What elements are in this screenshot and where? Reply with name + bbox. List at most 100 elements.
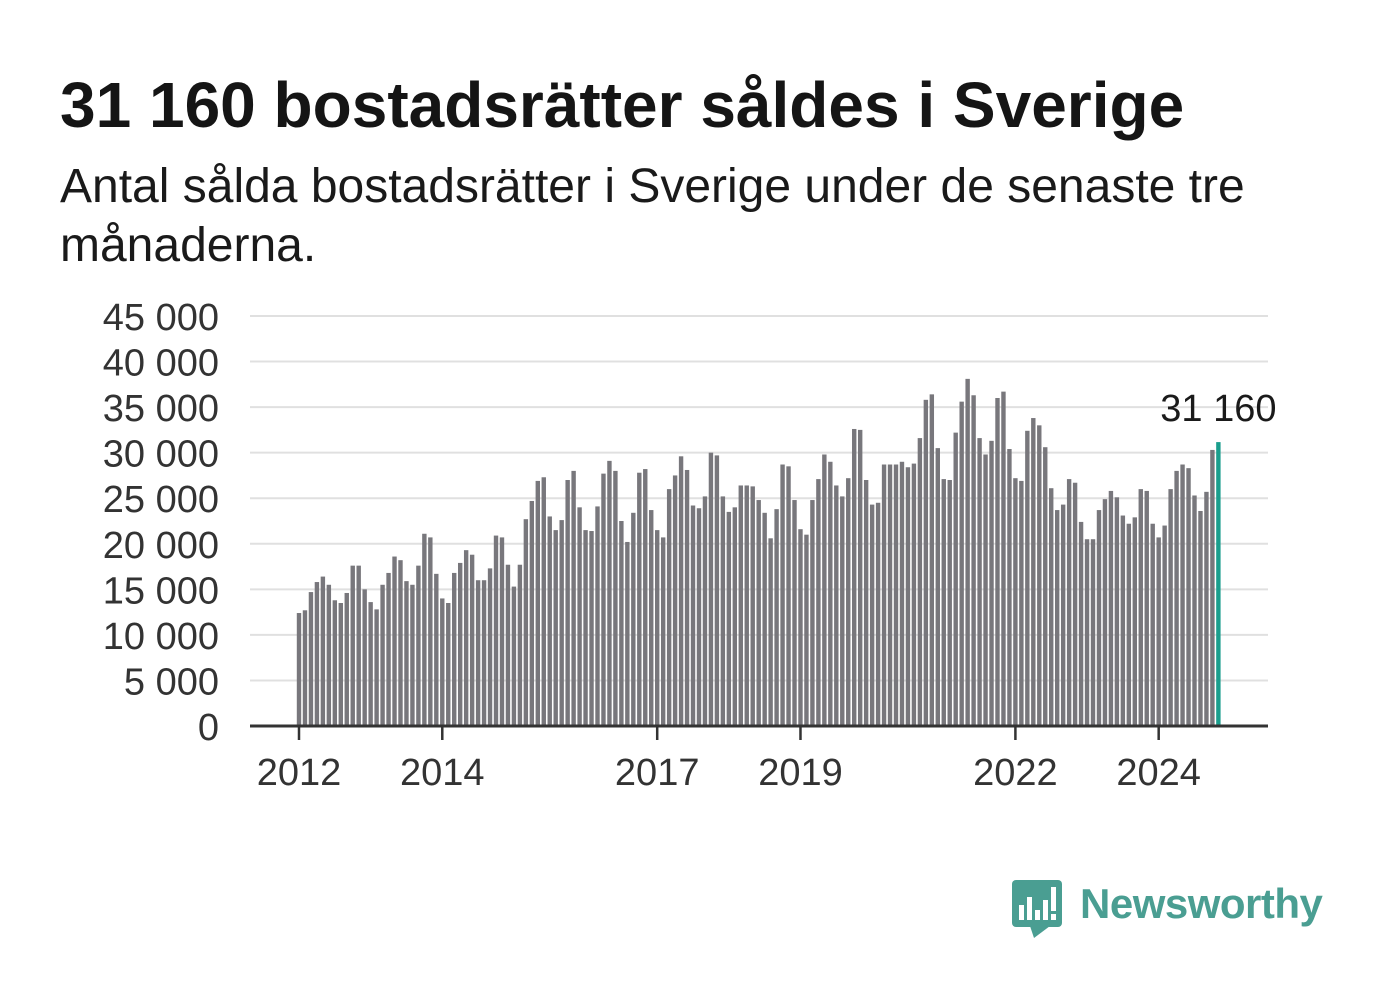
bar	[804, 534, 809, 726]
bar	[535, 480, 540, 726]
bar	[487, 568, 493, 726]
bar	[875, 502, 881, 726]
chart-title: 31 160 bostadsrätter såldes i Sverige	[60, 69, 1185, 141]
bar	[1078, 521, 1084, 726]
bar	[320, 576, 326, 726]
newsworthy-logo-text: Newsworthy	[1080, 880, 1323, 927]
bar	[577, 507, 582, 726]
bar	[362, 589, 367, 726]
bar	[559, 520, 564, 726]
bar	[332, 600, 338, 726]
bar	[583, 530, 588, 726]
bar	[732, 507, 738, 726]
bar	[1180, 464, 1185, 726]
bar	[1198, 510, 1203, 726]
bars	[296, 378, 1221, 726]
bar	[1013, 478, 1018, 726]
bar	[1168, 489, 1173, 726]
bar	[786, 466, 791, 726]
bar	[386, 572, 391, 726]
bar	[541, 477, 546, 726]
bar	[857, 429, 863, 726]
bar	[607, 460, 612, 726]
bar	[828, 461, 833, 726]
bar	[1186, 468, 1191, 726]
bar	[941, 479, 946, 726]
bar	[296, 613, 302, 726]
bar	[643, 469, 648, 726]
bar	[1037, 425, 1042, 726]
x-axis-labels: 2012 2014 2017 2019 2022 2024	[257, 726, 1201, 794]
bar	[684, 469, 690, 726]
newsworthy-logo-icon	[1012, 880, 1062, 938]
bar	[446, 603, 451, 726]
y-tick-label: 25 000	[103, 479, 219, 521]
y-tick-label: 45 000	[103, 297, 219, 339]
bar	[1084, 539, 1090, 726]
bar	[392, 556, 397, 726]
bar	[929, 394, 935, 726]
bar	[523, 519, 529, 726]
bar	[655, 530, 660, 726]
bar	[678, 456, 684, 726]
bar	[666, 489, 672, 726]
bar	[380, 584, 385, 726]
bar	[374, 609, 379, 726]
bar	[863, 480, 869, 726]
bar	[344, 592, 349, 726]
bar	[601, 473, 606, 726]
bar	[714, 455, 720, 726]
bar	[738, 485, 743, 726]
bar	[463, 550, 469, 726]
bar	[720, 496, 726, 726]
bar	[1007, 449, 1012, 726]
bar	[1192, 495, 1197, 726]
bar	[368, 602, 373, 726]
bar	[816, 479, 821, 726]
bar	[1001, 391, 1006, 726]
bar	[1060, 504, 1066, 726]
bar	[1114, 497, 1120, 726]
bar	[971, 395, 976, 726]
bar	[619, 521, 624, 726]
newsworthy-logo: Newsworthy	[1010, 878, 1330, 942]
bar	[613, 470, 618, 726]
bar	[1072, 482, 1078, 726]
bar	[1049, 488, 1054, 726]
bar	[416, 565, 421, 726]
bar	[792, 500, 797, 726]
bar	[989, 440, 994, 726]
bar	[529, 500, 535, 726]
bar	[1126, 523, 1132, 726]
bar	[672, 475, 678, 726]
y-tick-label: 5 000	[124, 661, 219, 703]
bar	[822, 454, 827, 726]
bar	[965, 378, 970, 726]
bar	[517, 564, 523, 726]
bar	[1156, 537, 1161, 726]
bar	[595, 506, 600, 726]
bar	[899, 461, 905, 726]
bar	[1043, 447, 1048, 726]
bar	[660, 537, 666, 726]
bar	[846, 478, 851, 726]
bar	[726, 511, 732, 726]
bar	[428, 537, 433, 726]
bar	[768, 538, 773, 726]
bar	[457, 562, 463, 726]
bar	[1162, 525, 1167, 726]
bar	[338, 603, 343, 726]
y-tick-label: 30 000	[103, 434, 219, 476]
bar	[947, 480, 952, 726]
y-tick-label: 40 000	[103, 343, 219, 385]
bar	[696, 508, 702, 726]
bar	[869, 504, 875, 726]
bar	[302, 610, 308, 726]
bar	[481, 580, 487, 726]
x-tick-label: 2012	[257, 752, 342, 794]
bar	[434, 573, 439, 726]
bar	[452, 572, 457, 726]
highlighted-bar	[1216, 442, 1221, 726]
bar	[923, 399, 929, 726]
bar	[983, 454, 988, 726]
